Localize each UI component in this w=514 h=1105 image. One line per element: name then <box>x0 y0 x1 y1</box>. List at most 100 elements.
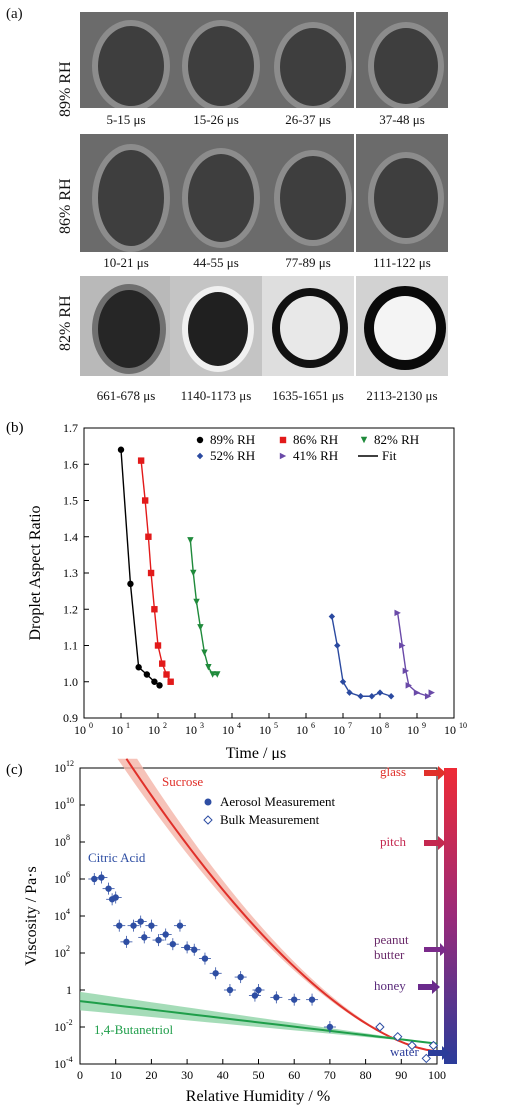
bulk-point <box>393 1031 403 1042</box>
aerosol-point <box>273 994 280 1001</box>
scale-arrow <box>428 1046 450 1060</box>
data-point <box>190 569 197 577</box>
data-point <box>141 497 149 504</box>
y-tick-exponent: -2 <box>66 1018 73 1027</box>
y-tick-label: 1.7 <box>63 421 78 435</box>
aerosol-point <box>148 922 155 929</box>
y-axis-label: Viscosity / Pa·s <box>23 866 40 965</box>
scale-label: glass <box>380 764 406 779</box>
butanetriol-curve <box>79 1000 438 1045</box>
data-point <box>205 664 212 671</box>
y-tick-label: 10 <box>54 872 66 886</box>
scale-arrow <box>424 943 447 956</box>
aerosol-point <box>112 894 119 901</box>
fit-line <box>120 449 160 686</box>
x-tick-label: 0 <box>77 1068 83 1082</box>
frame-caption: 2113-2130 μs <box>366 388 438 403</box>
scale-label: pitch <box>380 834 406 849</box>
legend-label: Aerosol Measurement <box>220 794 336 809</box>
fit-line <box>331 616 392 697</box>
bulk-point <box>407 1040 417 1051</box>
frame-caption: 37-48 μs <box>379 112 425 127</box>
y-tick-label: 1.2 <box>63 602 78 616</box>
aerosol-point <box>169 940 177 948</box>
x-tick-label: 20 <box>145 1068 157 1082</box>
data-point <box>147 569 155 577</box>
data-point <box>137 457 145 464</box>
scale-label: water <box>390 1044 420 1059</box>
aerosol-point <box>308 996 316 1003</box>
x-tick-exponent: 8 <box>385 721 389 730</box>
frame-caption: 26-37 μs <box>285 112 331 127</box>
legend-marker <box>204 798 212 806</box>
aerosol-point <box>201 955 209 962</box>
x-tick-label: 10 <box>333 723 345 737</box>
y-tick-exponent: 10 <box>66 796 74 805</box>
aerosol-point <box>130 922 137 929</box>
data-point <box>193 598 200 606</box>
y-tick-label: 10 <box>54 1020 66 1034</box>
scale-label: peanut <box>374 932 409 947</box>
data-point <box>163 671 170 678</box>
legend-label: 82% RH <box>374 432 419 447</box>
aerosol-point <box>98 874 105 881</box>
droplet-image <box>80 134 172 252</box>
y-tick-exponent: 2 <box>66 944 70 953</box>
y-tick-label: 10 <box>54 1057 66 1071</box>
y-tick-label: 1.6 <box>63 457 78 471</box>
data-point <box>154 642 162 649</box>
x-tick-exponent: 6 <box>311 721 315 730</box>
x-tick-label: 10 <box>74 723 86 737</box>
x-tick-label: 30 <box>181 1068 193 1082</box>
data-point <box>387 693 395 700</box>
y-tick-label: 1.0 <box>63 675 78 689</box>
legend-marker <box>196 436 204 444</box>
data-point <box>424 693 432 700</box>
aerosol-point <box>141 934 148 941</box>
aerosol-point <box>237 973 244 981</box>
x-axis-label: Relative Humidity / % <box>186 1088 330 1105</box>
legend-label: 52% RH <box>210 448 255 463</box>
y-tick-exponent: 8 <box>66 833 70 842</box>
aerosol-point <box>183 944 191 951</box>
legend-marker <box>279 452 287 460</box>
aerosol-point <box>105 885 112 892</box>
y-tick-label: 10 <box>54 909 66 923</box>
y-tick-label: 0.9 <box>63 711 78 725</box>
scale-label: honey <box>374 978 406 993</box>
aerosol-point <box>212 970 219 977</box>
data-point <box>402 667 410 675</box>
x-tick-label: 80 <box>360 1068 372 1082</box>
data-point <box>167 678 174 685</box>
x-tick-label: 10 <box>185 723 197 737</box>
aerosol-point <box>91 875 98 883</box>
legend-marker <box>279 436 287 444</box>
aerosol-point <box>251 992 259 999</box>
aerosol-point <box>137 918 144 925</box>
data-point <box>197 624 204 631</box>
x-tick-exponent: 3 <box>200 721 204 730</box>
aerosol-point <box>116 922 123 929</box>
legend-label: Fit <box>382 448 397 463</box>
droplet-image <box>262 12 354 108</box>
frame-caption: 10-21 μs <box>103 255 149 270</box>
aspect-ratio-chart: (b) 10 0 10 1 10 2 10 3 10 4 10 5 10 6 10 7 10 8 10 9 10 100.… <box>6 420 467 760</box>
butanetriol-label: 1,4-Butanetriol <box>94 1022 173 1037</box>
bulk-point <box>421 1053 431 1064</box>
y-tick-label: 1 <box>66 983 72 997</box>
frame-caption: 661-678 μs <box>96 388 156 403</box>
x-tick-label: 50 <box>253 1068 265 1082</box>
data-point <box>357 693 364 700</box>
scale-label: butter <box>374 947 405 962</box>
data-point <box>339 678 347 685</box>
data-point <box>117 446 125 453</box>
frame-caption: 15-26 μs <box>193 112 239 127</box>
y-axis-label: Droplet Aspect Ratio <box>27 505 44 640</box>
droplet-image <box>170 276 262 376</box>
scale-arrow <box>418 980 440 994</box>
frame-caption: 1635-1651 μs <box>272 388 344 403</box>
legend-marker <box>196 452 204 460</box>
droplet-image <box>262 276 354 376</box>
droplet-image <box>356 276 448 376</box>
